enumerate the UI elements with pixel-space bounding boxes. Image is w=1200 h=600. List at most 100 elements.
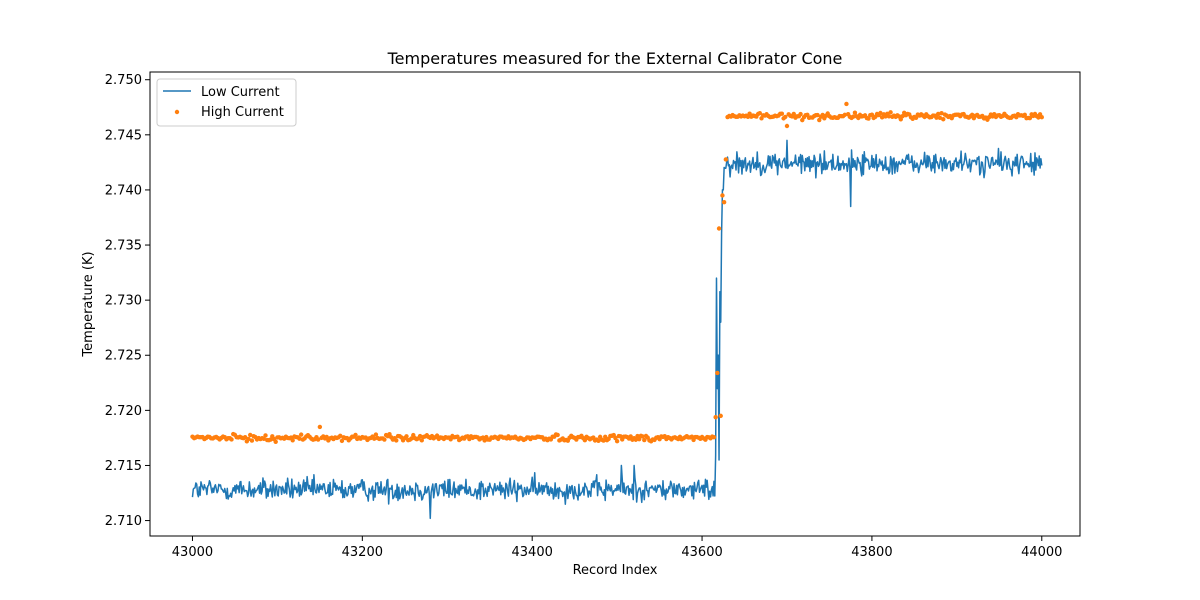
scatter-point: [798, 111, 803, 117]
scatter-point: [941, 117, 946, 122]
scatter-point: [711, 435, 717, 440]
scatter-point: [723, 157, 729, 162]
scatter-point: [268, 437, 273, 442]
scatter-point: [448, 437, 453, 442]
scatter-point: [273, 439, 278, 445]
scatter-point: [886, 114, 892, 119]
x-tick-label: 44000: [1021, 545, 1062, 560]
legend-box: [156, 78, 297, 127]
scatter-point: [869, 112, 875, 117]
scatter-point: [394, 438, 399, 443]
legend: Low Current High Current: [156, 78, 297, 127]
scatter-point: [246, 436, 251, 442]
scatter-point: [783, 114, 788, 120]
scatter-point: [713, 414, 718, 420]
scatter-point: [603, 434, 608, 440]
scatter-point: [229, 437, 234, 442]
scatter-point: [555, 432, 560, 438]
x-tick-label: 43800: [851, 545, 892, 560]
scatter-point: [640, 434, 645, 439]
y-axis-label: Temperature (K): [81, 251, 96, 357]
scatter-point: [1039, 115, 1044, 120]
x-tick-label: 43200: [342, 545, 383, 560]
scatter-point: [633, 437, 639, 442]
scatter-point: [455, 434, 460, 439]
scatter-point: [844, 101, 849, 107]
scatter-point: [689, 434, 695, 439]
scatter-point: [1027, 115, 1033, 121]
y-tick-label: 2.730: [105, 294, 142, 309]
scatter-point: [249, 438, 255, 443]
series-layer: [190, 101, 1044, 520]
scatter-point: [851, 114, 856, 119]
scatter-point: [935, 111, 941, 117]
scatter-point: [715, 370, 720, 376]
scatter-point: [373, 432, 379, 437]
y-tick-label: 2.715: [105, 459, 142, 474]
y-tick-label: 2.740: [105, 183, 142, 198]
scatter-point: [791, 111, 796, 117]
plot-area: [150, 72, 1080, 536]
scatter-point: [317, 424, 323, 430]
scatter-point: [720, 193, 725, 198]
series-line-low-current: [191, 139, 1043, 520]
plot-frame: [149, 71, 1081, 537]
scatter-point: [939, 110, 944, 116]
scatter-point: [248, 432, 253, 438]
legend-label-high-current: High Current: [201, 105, 284, 120]
scatter-point: [482, 438, 487, 443]
scatter-point: [888, 110, 893, 115]
scatter-point: [852, 110, 858, 115]
scatter-point: [842, 112, 847, 118]
scatter-point: [339, 438, 345, 444]
scatter-point: [261, 436, 267, 442]
scatter-point: [934, 115, 939, 120]
scatter-point: [382, 437, 387, 442]
scatter-point: [779, 111, 785, 116]
y-axis: 2.710 2.715 2.720 2.725 2.730 2.735 2.740 2.745…: [105, 73, 150, 529]
scatter-point: [263, 433, 268, 438]
scatter-point: [716, 226, 722, 231]
x-axis-label: Record Index: [573, 563, 658, 578]
scatter-point: [324, 434, 329, 440]
series-group: [190, 101, 1044, 520]
scatter-point: [582, 438, 588, 443]
scatter-point: [434, 433, 440, 438]
scatter-point: [409, 436, 414, 441]
chart-title: Temperatures measured for the External C…: [387, 49, 843, 68]
x-tick-label: 43400: [512, 545, 553, 560]
scatter-point: [353, 432, 358, 438]
scatter-point: [642, 437, 647, 443]
y-tick-label: 2.750: [105, 73, 142, 88]
scatter-point: [338, 433, 343, 438]
scatter-point: [297, 436, 302, 441]
scatter-point: [878, 110, 883, 116]
scatter-point: [242, 434, 248, 440]
scatter-point: [866, 116, 871, 121]
y-tick-label: 2.735: [105, 239, 142, 254]
scatter-point: [913, 115, 919, 121]
scatter-point: [1022, 112, 1027, 118]
scatter-point: [601, 438, 606, 443]
x-tick-label: 43600: [681, 545, 722, 560]
scatter-point: [315, 437, 321, 442]
legend-marker-swatch: [174, 109, 180, 115]
scatter-point: [290, 438, 295, 443]
scatter-point: [637, 436, 642, 442]
series-scatter-high-current: [190, 101, 1044, 445]
x-tick-label: 43000: [172, 545, 213, 560]
scatter-point: [596, 438, 601, 443]
scatter-point: [417, 433, 423, 439]
plot-background: [150, 72, 1080, 536]
scatter-point: [721, 200, 727, 205]
y-tick-label: 2.720: [105, 404, 142, 419]
y-tick-label: 2.725: [105, 349, 142, 364]
scatter-point: [937, 115, 943, 121]
x-axis: 43000 43200 43400 43600 43800 44000: [172, 536, 1062, 560]
scatter-point: [817, 117, 822, 123]
scatter-point: [298, 432, 304, 437]
scatter-point: [815, 112, 820, 118]
scatter-point: [820, 112, 825, 118]
scatter-point: [784, 123, 790, 129]
